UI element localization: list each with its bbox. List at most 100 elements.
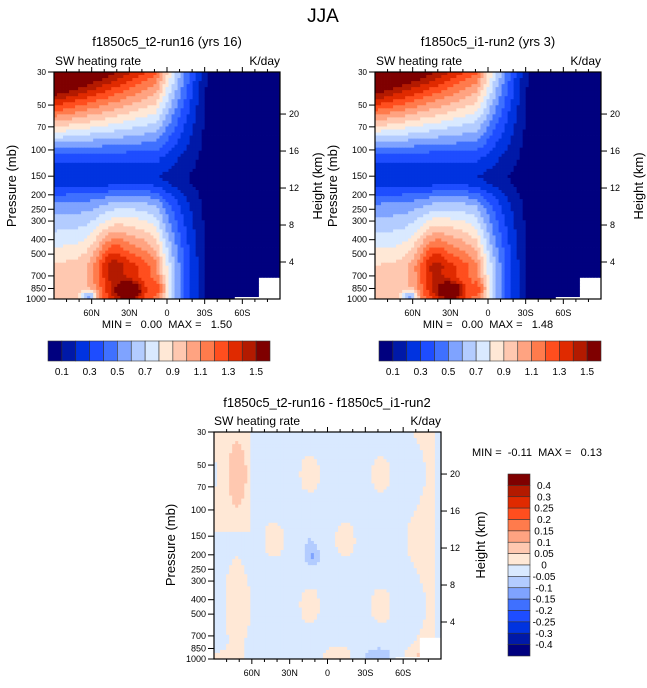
contour-cell (273, 226, 278, 230)
contour-cell (258, 244, 263, 248)
contour-cell (216, 211, 221, 215)
contour-cell (228, 96, 233, 100)
contour-cell (210, 141, 215, 146)
contour-cell (222, 135, 227, 139)
contour-cell (216, 253, 221, 258)
contour-cell (147, 147, 151, 152)
contour-cell (225, 247, 230, 251)
contour-cell (63, 102, 67, 106)
contour-cell (267, 129, 272, 133)
contour-cell (246, 171, 251, 176)
contour-cell (141, 262, 145, 267)
contour-cell (54, 229, 58, 233)
contour-cell (255, 256, 260, 261)
contour-cell (255, 75, 260, 79)
contour-cell (141, 141, 145, 146)
contour-cell (267, 156, 272, 161)
contour-cell (189, 84, 194, 88)
contour-cell (81, 129, 85, 133)
contour-cell (78, 147, 82, 152)
contour-cell (225, 196, 230, 200)
contour-cell (81, 135, 85, 139)
contour-cell (57, 120, 61, 124)
contour-cell (57, 199, 61, 203)
contour-cell (93, 226, 97, 230)
contour-cell (243, 196, 248, 200)
contour-cell (153, 183, 157, 188)
contour-cell (264, 256, 269, 261)
contour-cell (150, 196, 154, 200)
contour-cell (189, 268, 194, 273)
contour-cell (183, 90, 187, 94)
contour-cell (123, 147, 127, 152)
contour-cell (240, 156, 245, 161)
contour-cell (114, 226, 118, 230)
contour-cell (78, 90, 82, 94)
contour-cell (54, 250, 58, 254)
contour-cell (90, 153, 94, 158)
contour-cell (213, 84, 218, 88)
contour-cell (264, 241, 269, 245)
contour-cell (117, 141, 121, 146)
contour-cell (87, 132, 91, 136)
contour-cell (153, 84, 157, 88)
contour-cell (105, 168, 109, 173)
contour-cell (210, 214, 215, 218)
contour-cell (186, 247, 190, 251)
contour-cell (81, 159, 85, 164)
contour-cell (213, 223, 218, 227)
contour-cell (72, 150, 76, 155)
contour-cell (189, 111, 194, 115)
contour-cell (69, 132, 73, 136)
contour-cell (159, 117, 163, 121)
contour-cell (117, 114, 121, 118)
contour-cell (186, 211, 190, 215)
contour-cell (201, 84, 206, 88)
contour-cell (63, 259, 67, 264)
contour-cell (111, 262, 115, 267)
contour-cell (189, 199, 194, 203)
contour-cell (117, 217, 121, 221)
contour-cell (72, 180, 76, 185)
contour-cell (177, 159, 181, 164)
contour-cell (96, 75, 100, 79)
contour-cell (54, 235, 58, 239)
contour-cell (72, 117, 76, 121)
contour-cell (231, 235, 236, 239)
contour-cell (258, 150, 263, 155)
contour-cell (150, 265, 154, 270)
contour-cell (105, 259, 109, 264)
contour-cell (180, 114, 184, 118)
contour-cell (222, 84, 227, 88)
contour-cell (144, 117, 148, 121)
contour-cell (213, 159, 218, 164)
contour-cell (60, 102, 64, 106)
contour-cell (120, 247, 124, 251)
contour-cell (168, 75, 172, 79)
contour-cell (213, 138, 218, 143)
contour-cell (225, 220, 230, 224)
contour-cell (249, 268, 254, 273)
contour-cell (171, 205, 175, 209)
contour-cell (228, 171, 233, 176)
contour-cell (252, 75, 257, 79)
contour-cell (63, 141, 67, 146)
contour-cell (84, 205, 88, 209)
contour-cell (159, 126, 163, 130)
contour-cell (102, 150, 106, 155)
contour-cell (168, 268, 172, 273)
contour-cell (120, 211, 124, 215)
contour-cell (213, 265, 218, 270)
contour-cell (264, 135, 269, 139)
contour-cell (171, 256, 175, 261)
contour-cell (207, 153, 212, 158)
contour-cell (201, 247, 206, 251)
contour-cell (198, 253, 203, 258)
contour-cell (117, 250, 121, 254)
contour-cell (192, 187, 197, 191)
contour-cell (270, 220, 275, 224)
contour-cell (174, 156, 178, 161)
contour-cell (240, 262, 245, 267)
contour-cell (273, 126, 278, 130)
contour-cell (243, 165, 248, 170)
